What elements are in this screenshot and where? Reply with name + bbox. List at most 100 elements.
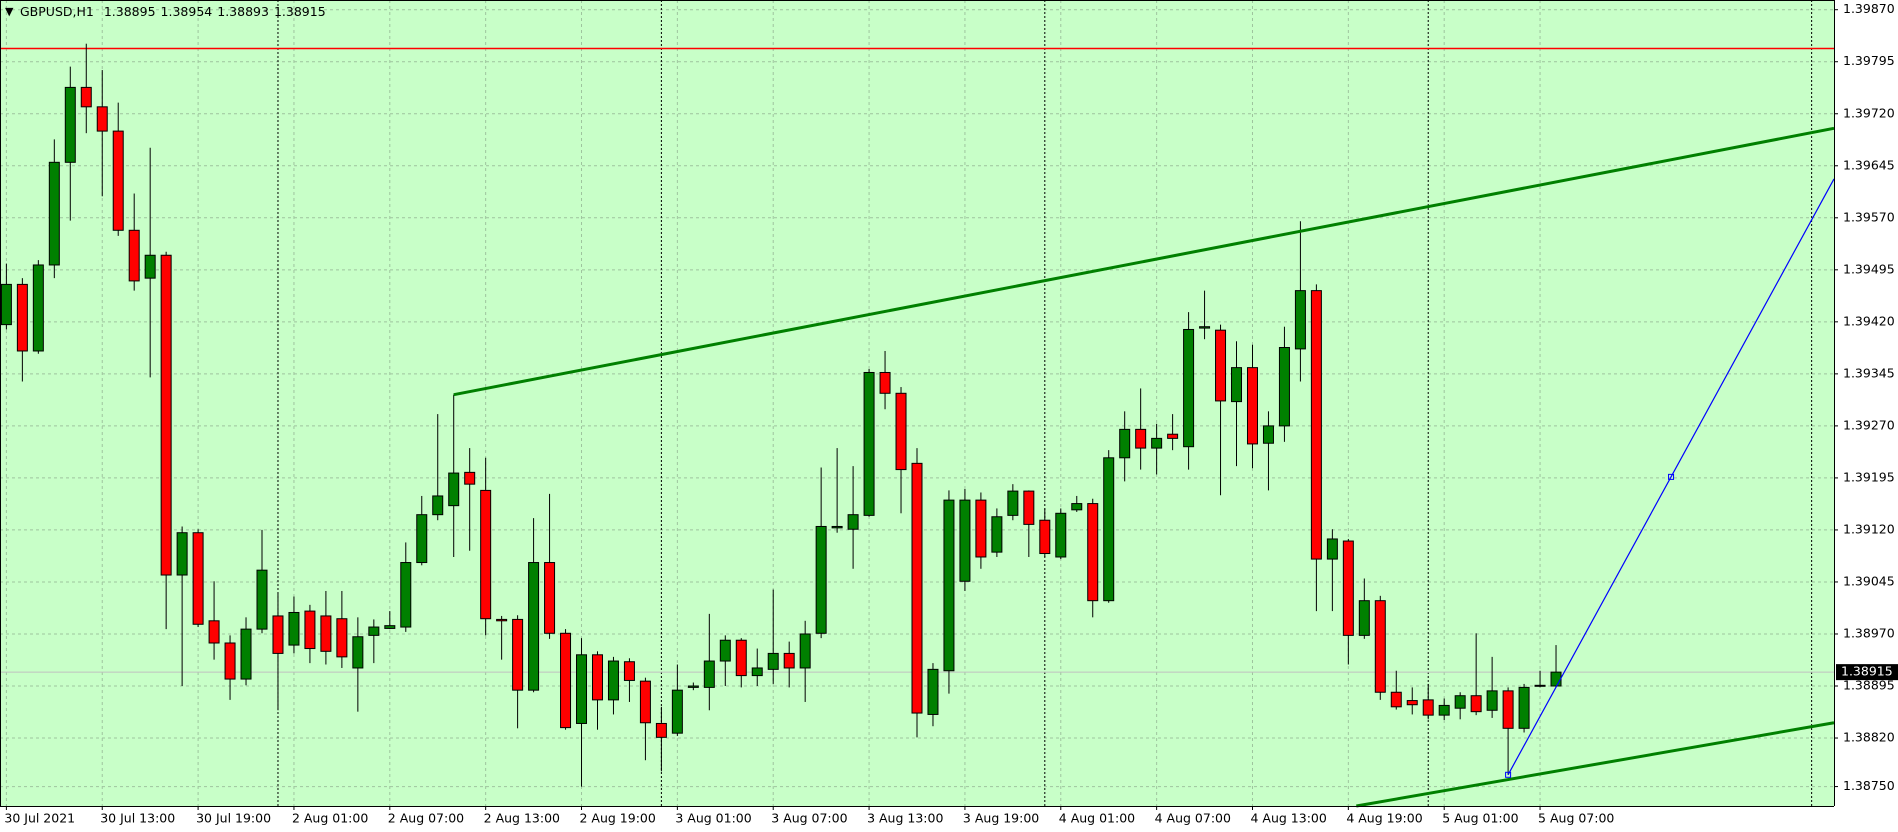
candle-body [1534,684,1546,687]
x-tick-label: 3 Aug 13:00 [867,811,943,826]
x-tick-label: 30 Jul 19:00 [196,811,271,826]
candle-body [1246,367,1258,445]
candle-body [687,685,699,688]
x-tick-label: 30 Jul 13:00 [100,811,175,826]
candle-body [496,618,508,622]
candle-body [799,633,811,669]
header-open: 1.38895 [104,4,156,19]
candle-body [991,516,1003,553]
candle-body [927,668,939,715]
candle-body [416,514,428,564]
candle-body [1055,512,1067,558]
chart-header: GBPUSD,H1 1.38895 1.38954 1.38893 1.38915 [20,4,326,19]
candle-body [208,620,220,644]
candle-body [48,161,60,266]
x-tick-label: 2 Aug 01:00 [292,811,368,826]
x-tick-label: 4 Aug 01:00 [1059,811,1135,826]
header-close: 1.38915 [274,4,326,19]
x-tick-label: 5 Aug 07:00 [1538,811,1614,826]
candle-body [32,264,44,352]
candle-body [1199,326,1211,329]
candle-body [128,229,140,282]
header-high: 1.38954 [161,4,213,19]
candle-body [1231,367,1243,403]
marks-layer [0,43,1835,808]
x-tick-label: 3 Aug 07:00 [771,811,847,826]
candle-body [400,562,412,628]
candle-body [1502,690,1514,729]
candle-body [80,86,92,108]
candle-body [815,525,827,634]
x-tick-label: 2 Aug 13:00 [484,811,560,826]
candle-body [895,392,907,471]
candle-body [272,615,284,654]
candle-body [256,569,268,630]
y-tick-label: 1.39270 [1843,417,1895,432]
candle-body [671,689,683,734]
candle-body [1390,691,1402,708]
candle-body [959,499,971,582]
candle-body [544,562,556,634]
candle-body [320,615,332,652]
x-tick-label: 30 Jul 2021 [4,811,75,826]
candle-body [1183,328,1195,448]
candle-body [432,495,444,516]
y-tick-label: 1.39495 [1843,261,1895,276]
y-tick-label: 1.38895 [1843,678,1895,693]
candle-body [1262,425,1274,444]
candle-body [1167,433,1179,439]
candle-body [0,283,12,326]
trendline [1507,178,1835,776]
candle-body [1406,700,1418,706]
header-low: 1.38893 [217,4,269,19]
trendline-anchor [1505,771,1512,778]
x-tick-label: 2 Aug 19:00 [580,811,656,826]
current-price-box [1836,664,1898,681]
trendline [453,126,1835,397]
candle-body [1358,600,1370,636]
y-tick-label: 1.39720 [1843,105,1895,120]
candle-body [975,499,987,558]
candle-body [512,618,524,691]
candle-body [16,283,28,352]
candle-body [1215,329,1227,402]
candle-body [1119,428,1131,459]
symbol: GBPUSD,H1 [20,4,94,19]
candle-body [863,371,875,516]
candle-body [112,130,124,231]
candle-body [1103,457,1115,602]
y-tick-label: 1.39420 [1843,313,1895,328]
candle-body [911,462,923,714]
candle-body [160,254,172,576]
candle-body [623,661,635,681]
candle-body [288,611,300,646]
candle-body [1470,695,1482,713]
candle-body [576,654,588,724]
candle-body [1007,490,1019,516]
candle-body [1023,490,1035,525]
candle-body [639,680,651,724]
x-tick-label: 2 Aug 07:00 [388,811,464,826]
candle-body [176,532,188,576]
candle-body [144,254,156,279]
candle-body [192,532,204,625]
candle-body [1039,519,1051,555]
candle-body [336,618,348,658]
candle-body [943,499,955,672]
candle-body [448,472,460,507]
candle-body [783,652,795,669]
candle-body [64,86,76,163]
candle-body [96,106,108,132]
y-tick-label: 1.39795 [1843,53,1895,68]
y-tick-label: 1.39870 [1843,1,1895,16]
candle-body [831,525,843,529]
candle-body [480,489,492,620]
candle-body [1518,686,1530,729]
candle-body [1310,290,1322,560]
candle-body [591,654,603,701]
candle-body [464,471,476,485]
dropdown-icon[interactable]: ▼ [5,5,14,18]
candle-body [224,642,236,680]
trendline [1356,721,1835,808]
x-tick-label: 4 Aug 07:00 [1155,811,1231,826]
